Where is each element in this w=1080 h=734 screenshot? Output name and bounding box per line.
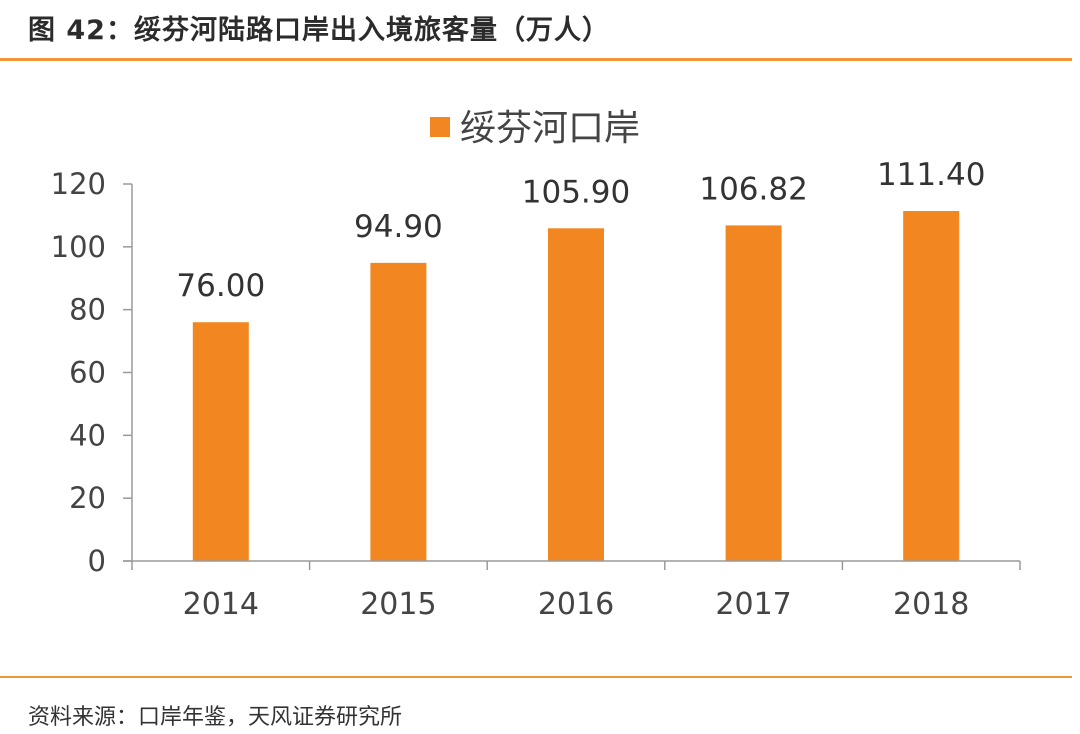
y-tick-label: 0 <box>88 544 106 578</box>
bar-value-label: 111.40 <box>877 157 985 193</box>
bar-value-label: 105.90 <box>522 174 630 210</box>
bar <box>725 225 782 561</box>
y-tick-label: 80 <box>69 293 106 327</box>
legend-swatch <box>430 117 450 137</box>
x-tick-label: 2018 <box>893 587 969 622</box>
x-tick-label: 2017 <box>715 587 791 622</box>
y-tick-label: 40 <box>69 418 106 452</box>
x-tick-label: 2016 <box>538 587 614 622</box>
bar-value-label: 106.82 <box>699 171 807 207</box>
bar <box>903 211 960 562</box>
bar-value-label: 76.00 <box>176 268 265 304</box>
y-tick-label: 60 <box>69 356 106 390</box>
legend-label: 绥芬河口岸 <box>460 108 640 149</box>
y-tick-label: 20 <box>69 481 106 515</box>
bar <box>548 228 604 562</box>
y-tick-label: 100 <box>51 230 106 264</box>
bar <box>192 322 249 561</box>
bar-series: 76.00 94.90 105.90 106.82 111.40 <box>176 157 985 562</box>
x-axis: 2014 2015 2016 2017 2018 <box>123 560 1021 622</box>
y-tick-label: 120 <box>51 167 106 201</box>
x-tick-label: 2014 <box>183 587 259 622</box>
x-tick-label: 2015 <box>360 587 436 622</box>
title-divider <box>0 58 1072 61</box>
figure-source: 资料来源：口岸年鉴，天风证券研究所 <box>28 705 403 730</box>
bar <box>370 262 427 561</box>
figure-title: 图 42：绥芬河陆路口岸出入境旅客量（万人） <box>28 15 610 46</box>
source-divider <box>0 676 1072 678</box>
bar-value-label: 94.90 <box>354 209 443 245</box>
y-axis: 0 20 40 60 80 100 120 <box>51 167 133 578</box>
chart-legend: 绥芬河口岸 <box>430 108 640 149</box>
